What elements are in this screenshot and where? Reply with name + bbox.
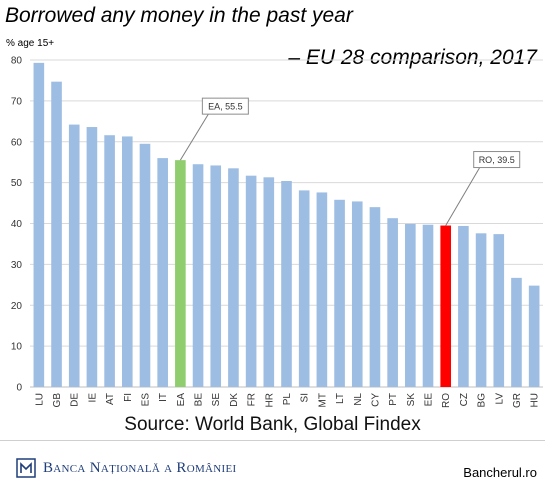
y-tick-label: 80 xyxy=(11,56,23,67)
bar-si xyxy=(298,190,310,387)
bank-name: Banca Națională a României xyxy=(43,459,237,476)
chart-subtitle: – EU 28 comparison, 2017 xyxy=(288,46,537,69)
bar-cz xyxy=(458,225,469,387)
callout-leader-ro xyxy=(445,167,481,226)
x-tick-label: PL xyxy=(282,393,293,406)
y-tick-label: 10 xyxy=(11,342,23,353)
x-tick-label: BG xyxy=(477,393,488,408)
y-tick-label: 50 xyxy=(11,178,23,189)
y-tick-label: 70 xyxy=(11,96,23,107)
x-tick-label: LT xyxy=(335,393,346,404)
y-axis-label: % age 15+ xyxy=(6,38,55,49)
footer-divider xyxy=(0,440,545,441)
y-tick-label: 20 xyxy=(11,301,23,312)
bar-dk xyxy=(228,168,239,387)
y-tick-label: 60 xyxy=(11,137,23,148)
x-tick-label: DE xyxy=(70,393,81,407)
x-tick-label: FI xyxy=(123,393,134,402)
bar-hr xyxy=(263,177,275,387)
y-tick-label: 40 xyxy=(11,219,23,230)
bar-bg xyxy=(475,233,487,387)
x-tick-label: SE xyxy=(211,393,222,407)
bar-ro xyxy=(440,225,452,387)
callout-box-ro xyxy=(473,151,521,169)
x-tick-label: PT xyxy=(388,393,399,406)
bar-lv xyxy=(493,234,505,387)
bar-es xyxy=(139,143,151,387)
callout-label-ea: EA, 55.5 xyxy=(208,102,243,112)
bar-lu xyxy=(33,62,45,388)
x-tick-label: IE xyxy=(87,393,98,403)
bar-be xyxy=(192,164,204,387)
source-note: Source: World Bank, Global Findex xyxy=(124,414,421,435)
bank-logo-icon xyxy=(16,458,36,478)
bar-fi xyxy=(121,136,133,387)
x-tick-label: GR xyxy=(512,393,523,408)
bar-it xyxy=(157,158,168,387)
bar-ee xyxy=(422,224,434,387)
x-tick-label: AT xyxy=(105,393,116,405)
bar-ea xyxy=(175,160,186,387)
site-name: Bancherul.ro xyxy=(463,465,537,480)
x-tick-label: NL xyxy=(353,393,364,406)
callout-leader-ea xyxy=(179,113,209,161)
x-tick-label: BE xyxy=(194,393,205,407)
bar-chart: 0 10 20 30 40 50 60 70 80 LU GB DE IE AT FI ES IT EA BE SE D… xyxy=(11,56,543,408)
x-tick-label: SI xyxy=(300,393,311,402)
bank-brand: Banca Națională a României xyxy=(15,457,236,479)
x-tick-label: CZ xyxy=(459,393,470,406)
x-tick-label: EE xyxy=(424,393,435,407)
bar-sk xyxy=(405,223,416,387)
x-tick-label: HR xyxy=(264,393,275,407)
x-tick-label: IT xyxy=(158,393,169,402)
callout-label-ro: RO, 39.5 xyxy=(479,155,515,165)
bar-hu xyxy=(528,285,540,387)
x-tick-label: EA xyxy=(176,393,187,407)
chart-title: Borrowed any money in the past year xyxy=(5,4,353,27)
x-tick-label: LU xyxy=(34,393,45,406)
bar-gr xyxy=(511,277,522,387)
x-tick-label: RO xyxy=(441,393,452,408)
callout-box-ea xyxy=(201,97,249,115)
bar-nl xyxy=(351,201,363,387)
bar-fr xyxy=(245,175,257,387)
bar-gb xyxy=(51,81,62,387)
bar-pt xyxy=(387,218,398,387)
bar-mt xyxy=(316,192,328,387)
bar-at xyxy=(104,135,115,387)
x-tick-label: MT xyxy=(317,393,328,407)
x-tick-label: ES xyxy=(140,393,151,407)
x-tick-label: SK xyxy=(406,393,417,407)
bar-ie xyxy=(86,127,98,387)
y-tick-label: 30 xyxy=(11,260,23,271)
x-tick-label: CY xyxy=(370,393,381,407)
y-tick-label: 0 xyxy=(16,383,22,394)
x-tick-label: HU xyxy=(530,393,541,407)
bar-lt xyxy=(334,199,345,387)
bar-pl xyxy=(281,180,292,387)
bar-cy xyxy=(369,207,381,387)
bar-de xyxy=(68,124,80,388)
x-tick-label: DK xyxy=(229,393,240,407)
x-tick-label: FR xyxy=(247,393,258,406)
x-tick-label: LV xyxy=(494,393,505,405)
x-tick-label: GB xyxy=(52,393,63,408)
bar-se xyxy=(210,165,222,387)
